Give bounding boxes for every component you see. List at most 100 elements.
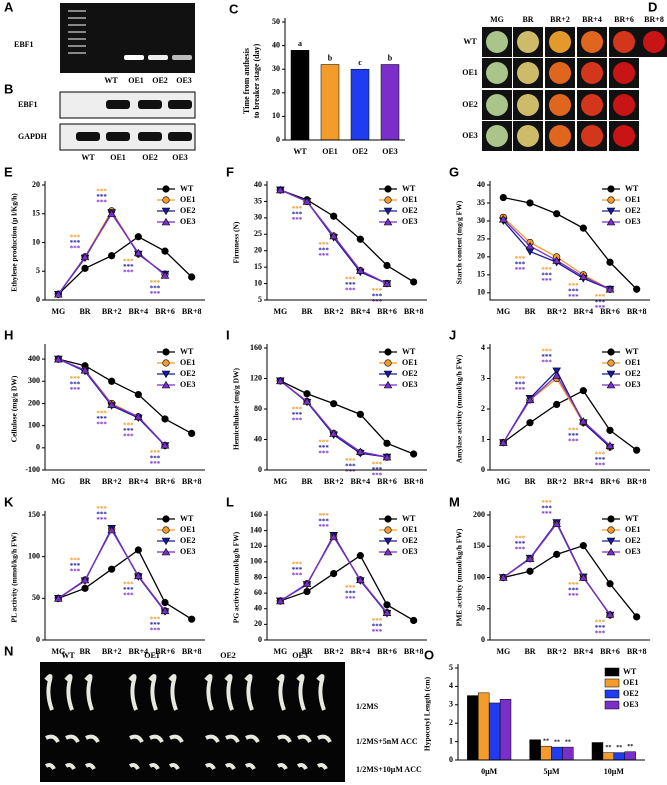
x-tick-label: BR+8	[404, 647, 424, 656]
legend-label: OE2	[402, 536, 418, 545]
legend-label: OE2	[625, 536, 641, 545]
marker	[499, 193, 507, 202]
y-tick-label: 5	[449, 663, 453, 672]
panel-label: I	[226, 327, 230, 342]
marker	[162, 526, 170, 534]
significance: ***	[70, 568, 81, 576]
panel-label: J	[449, 327, 456, 342]
y-tick-label: 0	[36, 443, 40, 452]
y-axis-label: Time from anthesis	[242, 48, 251, 114]
y-tick-label: 5	[36, 266, 40, 275]
bar	[320, 64, 340, 141]
y-tick-label: 100	[473, 572, 485, 581]
y-axis-label: Cellulose (mg/g DW)	[10, 375, 19, 442]
marker	[553, 550, 561, 558]
significance: ***	[318, 439, 329, 447]
y-tick-label: 10	[477, 288, 485, 297]
x-tick-label: BR+4	[128, 307, 148, 316]
marker	[579, 417, 588, 425]
marker	[383, 370, 393, 379]
legend-label: WT	[623, 667, 637, 676]
legend-label: OE3	[623, 700, 639, 709]
seedling	[205, 734, 220, 743]
significance: ***	[372, 623, 383, 631]
significance: ***	[150, 284, 161, 292]
significance: ***	[70, 386, 81, 394]
bar	[613, 752, 625, 761]
significance: ***	[150, 279, 161, 287]
x-tick-label: BR+6	[600, 307, 620, 316]
marker	[384, 196, 392, 204]
y-axis-label: PL activity (mmol/kg/h FW)	[10, 532, 19, 623]
significance: ***	[318, 523, 329, 531]
x-tick-label: BR	[524, 477, 535, 486]
seedling	[296, 674, 306, 711]
row-label: 1/2MS+10μM ACC	[356, 765, 422, 774]
marker	[607, 359, 615, 367]
significance: ***	[595, 630, 606, 638]
column-label: BR+4	[582, 15, 602, 24]
marker	[383, 537, 393, 546]
x-tick-label: BR+2	[324, 307, 344, 316]
seedling	[244, 763, 256, 770]
significance: **	[543, 739, 549, 745]
significance: ***	[345, 287, 356, 295]
significance: ***	[318, 241, 329, 249]
significance: ***	[292, 406, 303, 414]
y-tick-label: 160	[250, 343, 262, 352]
y-axis-label: Amylase activity (mmol/kg/h FW)	[455, 354, 464, 463]
legend-label: OE2	[625, 206, 641, 215]
y-tick-label: 20	[254, 246, 262, 255]
x-tick-label: BR+2	[102, 307, 122, 316]
y-tick-label: 100	[28, 420, 40, 429]
significance: ***	[318, 444, 329, 452]
lane-label: OE2	[152, 76, 168, 85]
y-tick-label: 40	[254, 180, 262, 189]
tomato	[613, 94, 635, 116]
y-tick-label: 50	[272, 17, 280, 26]
legend-label: OE3	[180, 380, 196, 389]
x-tick-label: BR+6	[600, 477, 620, 486]
marker	[302, 579, 312, 588]
column-label: WT	[61, 651, 75, 660]
significance: ***	[568, 282, 579, 290]
marker	[108, 377, 116, 385]
marker	[607, 185, 615, 193]
marker	[553, 400, 561, 409]
marker	[606, 580, 614, 588]
significance: ***	[541, 358, 552, 366]
tomato	[517, 31, 539, 53]
x-tick-label: BR	[79, 647, 90, 656]
seedling	[65, 734, 80, 743]
significance: ***	[123, 421, 134, 429]
marker	[383, 601, 391, 609]
significance: ***	[318, 252, 329, 260]
marker	[161, 247, 169, 255]
y-tick-label: 0	[258, 635, 262, 644]
significance: ***	[292, 211, 303, 219]
marker	[579, 573, 588, 581]
panel-label: N	[4, 643, 13, 658]
legend-label: OE2	[180, 369, 196, 378]
marker	[410, 616, 418, 625]
x-tick-label: BR+2	[547, 647, 567, 656]
ladder-band	[68, 31, 86, 33]
significance: ***	[150, 460, 161, 468]
tomato	[613, 125, 635, 147]
marker	[161, 370, 171, 379]
bar	[540, 745, 552, 761]
bar	[624, 751, 636, 761]
significance: ***	[150, 290, 161, 298]
significance: ***	[96, 193, 107, 201]
significance: ***	[515, 386, 526, 394]
blot-band	[106, 100, 130, 109]
marker	[382, 279, 392, 287]
y-axis-label: Starch content (mg/g FW)	[455, 200, 464, 284]
row-label: OE3	[462, 131, 478, 140]
x-tick-label: BR+4	[128, 477, 148, 486]
x-tick-label: BR+2	[102, 647, 122, 656]
marker	[134, 571, 143, 580]
series-line	[280, 554, 414, 622]
significance: ***	[541, 271, 552, 279]
